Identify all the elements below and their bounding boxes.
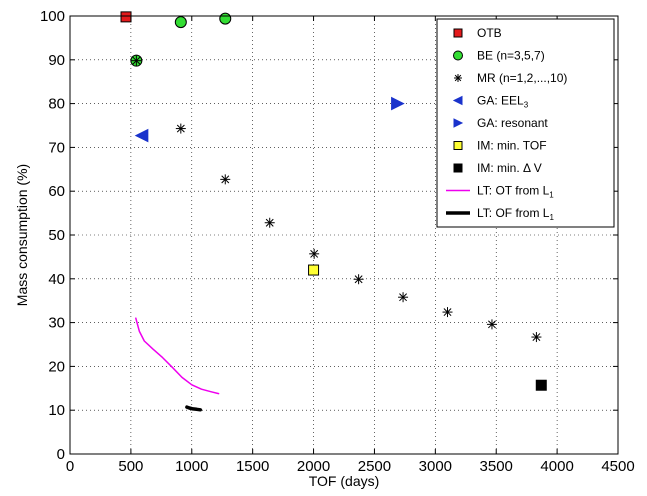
legend-item-im-min-v: IM: min. Δ V: [453, 161, 542, 175]
x-tick-label: 3000: [419, 458, 452, 475]
legend-label: MR (n=1,2,...,10): [477, 71, 567, 85]
asterisk-stroke: [310, 249, 319, 258]
asterisk-stroke: [265, 218, 274, 227]
x-tick-label: 1500: [236, 458, 269, 475]
legend-item-lt-of-from-l1: LT: OF from L1: [446, 206, 554, 222]
legend-label: LT: OF from L1: [477, 206, 554, 222]
y-axis-title: Mass consumption (%): [14, 164, 30, 306]
legend-label-subscript: 1: [549, 213, 554, 222]
y-tick-label: 50: [48, 227, 65, 244]
axis-tick-labels: 0 500 1000 1500 2000 2500 3000 3500 4000 4500 0 10 2…: [40, 8, 635, 475]
data-point-ga-eel3: [134, 128, 149, 143]
data-point-mr-n-1-2-10: [309, 248, 320, 259]
x-tick-label: 4000: [540, 458, 573, 475]
series-markers: [120, 11, 547, 391]
data-point-im-min-v: [535, 379, 547, 391]
y-tick-label: 0: [57, 446, 65, 463]
legend-label: IM: min. TOF: [477, 139, 547, 153]
asterisk-stroke: [132, 56, 141, 65]
legend-item-lt-ot-from-l1: LT: OT from L1: [446, 184, 554, 200]
data-point-mr-n-1-2-10: [486, 319, 497, 330]
data-point-mr-n-1-2-10: [131, 55, 142, 66]
y-tick-label: 30: [48, 315, 65, 332]
asterisk-stroke: [354, 275, 363, 284]
asterisk-stroke: [221, 175, 230, 184]
y-tick-label: 70: [48, 139, 65, 156]
legend-swatch: [453, 163, 463, 173]
legend-label: GA: EEL3: [477, 94, 529, 110]
data-point-im-min-tof: [308, 264, 320, 276]
data-point-mr-n-1-2-10: [175, 123, 186, 134]
y-tick-label: 60: [48, 183, 65, 200]
legend-swatch: [453, 141, 463, 150]
legend-label: IM: min. Δ V: [477, 161, 542, 175]
series-lines: [135, 317, 220, 412]
y-tick-label: 80: [48, 96, 65, 113]
legend-swatch: [454, 74, 462, 82]
data-point-otb: [120, 11, 132, 23]
legend-item-otb: OTB: [453, 26, 502, 40]
legend-item-ga-eel3: GA: EEL3: [452, 94, 529, 110]
legend-box: [436, 18, 615, 228]
x-tick-label: 1000: [175, 458, 208, 475]
asterisk-stroke: [532, 333, 541, 342]
y-tick-label: 90: [48, 52, 65, 69]
legend-label-subscript: 1: [549, 191, 554, 200]
data-point-mr-n-1-2-10: [353, 274, 364, 285]
y-tick-label: 10: [48, 402, 65, 419]
data-point-mr-n-1-2-10: [398, 292, 409, 303]
asterisk-stroke: [443, 308, 452, 317]
legend-item-mr-n-1-2-10: MR (n=1,2,...,10): [454, 71, 567, 85]
data-point-mr-n-1-2-10: [264, 217, 275, 228]
legend-label-subscript: 3: [524, 101, 529, 110]
legend-swatch: [453, 50, 463, 61]
legend-swatch: [453, 28, 463, 38]
legend-swatch: [453, 118, 464, 128]
y-tick-label: 20: [48, 358, 65, 375]
data-point-be-n-3-5-7: [174, 16, 187, 29]
x-tick-label: 2000: [297, 458, 330, 475]
x-tick-label: 2500: [358, 458, 391, 475]
x-axis-title: TOF (days): [309, 473, 380, 489]
legend-item-ga-resonant: GA: resonant: [453, 116, 548, 130]
legend-item-be-n-3-5-7: BE (n=3,5,7): [453, 49, 545, 63]
x-tick-label: 4500: [601, 458, 634, 475]
y-tick-label: 40: [48, 271, 65, 288]
y-tick-label: 100: [40, 8, 65, 25]
legend-item-im-min-tof: IM: min. TOF: [453, 139, 547, 153]
legend-swatch: [452, 95, 463, 106]
data-point-be-n-3-5-7: [219, 12, 232, 25]
asterisk-stroke: [176, 124, 185, 133]
data-point-mr-n-1-2-10: [442, 307, 453, 318]
data-point-ga-resonant: [391, 96, 405, 111]
asterisk-stroke: [399, 293, 408, 302]
data-point-mr-n-1-2-10: [220, 174, 231, 185]
x-tick-label: 500: [118, 458, 143, 475]
x-tick-label: 3500: [480, 458, 513, 475]
series-line-lt-ot-from-l1: [135, 317, 220, 395]
legend-label: OTB: [477, 26, 502, 40]
data-point-mr-n-1-2-10: [531, 332, 542, 343]
legend-label: LT: OT from L1: [477, 184, 554, 200]
asterisk-stroke: [454, 74, 462, 82]
legend: OTB BE (n=3,5,7) MR (n=1,2,...,10) GA: EEL3…: [436, 18, 615, 228]
x-tick-label: 0: [66, 458, 74, 475]
legend-label: GA: resonant: [477, 116, 548, 130]
legend-label: BE (n=3,5,7): [477, 49, 545, 63]
series-line-lt-of-from-l1: [185, 405, 203, 412]
asterisk-stroke: [488, 320, 496, 329]
